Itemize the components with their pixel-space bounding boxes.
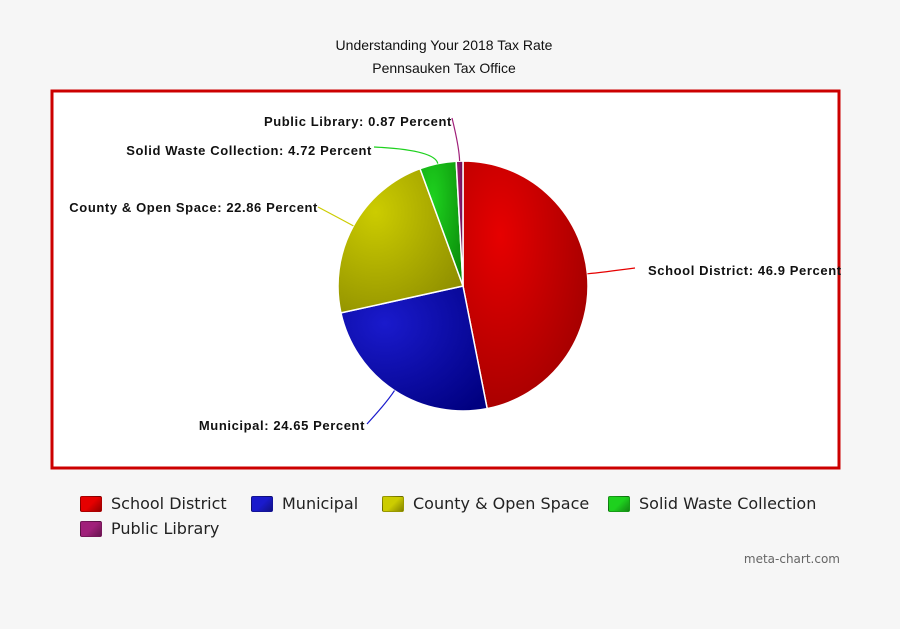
- pie-slice-public-library[interactable]: [455, 160, 464, 287]
- legend-label: School District: [111, 494, 227, 513]
- legend-swatch: [80, 495, 102, 512]
- legend-item-county-open-space[interactable]: County & Open Space: [382, 494, 589, 513]
- pie-slices: [337, 160, 589, 412]
- leader-lines: [317, 117, 636, 425]
- legend-item-municipal[interactable]: Municipal: [251, 494, 358, 513]
- chart-subtitle: Pennsauken Tax Office: [372, 60, 516, 76]
- legend-label: Municipal: [282, 494, 359, 513]
- legend-swatch: [80, 520, 102, 537]
- data-label: Municipal: 24.65 Percent: [199, 418, 365, 433]
- leader-line: [366, 390, 396, 425]
- leader-line: [587, 267, 636, 275]
- leader-line: [451, 117, 461, 162]
- data-label: Solid Waste Collection: 4.72 Percent: [126, 143, 372, 158]
- legend-item-solid-waste-collection[interactable]: Solid Waste Collection: [608, 494, 816, 513]
- legend-label: Solid Waste Collection: [639, 494, 817, 513]
- pie-slice-municipal[interactable]: [340, 285, 489, 412]
- legend-label: County & Open Space: [413, 494, 590, 513]
- data-label: Public Library: 0.87 Percent: [264, 114, 452, 129]
- legend-swatch: [251, 495, 273, 512]
- legend-swatch: [608, 495, 630, 512]
- legend-item-school-district[interactable]: School District: [80, 494, 227, 513]
- legend-label: Public Library: [111, 519, 220, 538]
- data-label: County & Open Space: 22.86 Percent: [69, 200, 318, 215]
- leader-line: [317, 206, 354, 227]
- data-labels: School District: 46.9 Percent Municipal: …: [69, 114, 841, 433]
- legend-swatch: [382, 495, 404, 512]
- chart-title: Understanding Your 2018 Tax Rate: [335, 37, 553, 53]
- credit-text[interactable]: meta-chart.com: [743, 552, 840, 566]
- leader-line: [373, 146, 439, 164]
- data-label: School District: 46.9 Percent: [648, 263, 842, 278]
- legend-item-public-library[interactable]: Public Library: [80, 519, 219, 538]
